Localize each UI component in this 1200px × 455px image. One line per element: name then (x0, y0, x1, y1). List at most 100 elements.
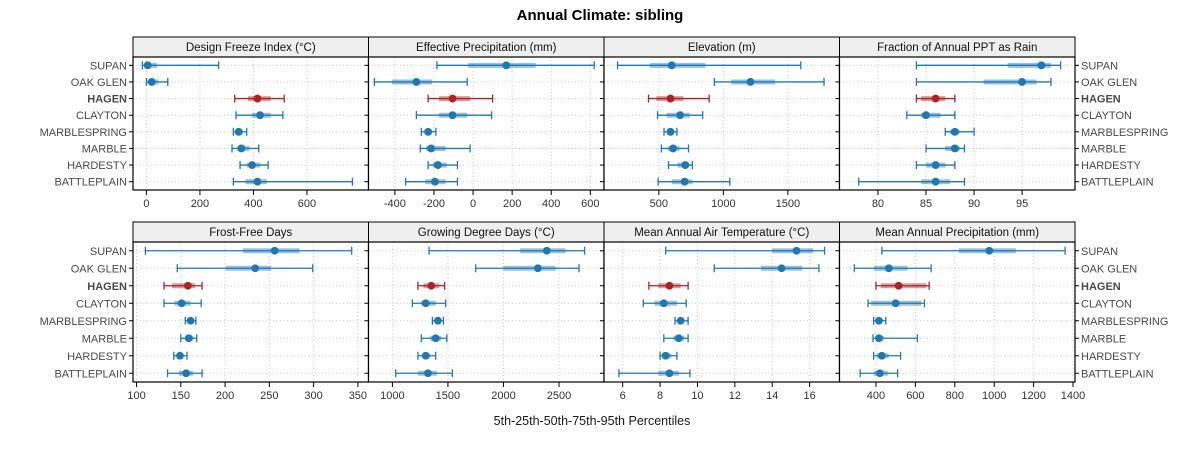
station-label-right: HAGEN (1081, 94, 1121, 106)
x-tick-label: 80 (872, 198, 884, 210)
x-tick-label: 1500 (436, 390, 460, 402)
median-dot (147, 78, 156, 86)
median-dot (186, 316, 195, 325)
station-label-right: MARBLE (1081, 143, 1126, 155)
median-dot (681, 161, 690, 169)
x-tick-label: 400 (867, 390, 885, 402)
x-tick-label: 1200 (1021, 390, 1045, 402)
median-dot (534, 264, 542, 273)
median-dot (427, 144, 435, 153)
median-dot (884, 264, 893, 273)
x-tick-label: 1000 (711, 198, 735, 210)
median-dot (431, 334, 440, 343)
x-tick-label: 1400 (1061, 390, 1085, 402)
median-dot (777, 264, 786, 273)
panel-background (368, 242, 604, 382)
station-label-left: BATTLEPLAIN (54, 368, 127, 380)
station-label-left: HAGEN (87, 94, 127, 106)
x-tick-label: 600 (298, 198, 316, 210)
median-dot (448, 111, 457, 120)
x-tick-label: 1500 (776, 198, 800, 210)
median-dot (1037, 61, 1046, 70)
x-tick-label: 250 (260, 390, 278, 402)
panel-background (604, 57, 840, 190)
median-dot (412, 78, 421, 86)
median-dot (431, 177, 439, 186)
panel-title: Fraction of Annual PPT as Rain (877, 42, 1037, 54)
median-dot (184, 334, 193, 343)
median-dot (674, 334, 683, 343)
x-tick-label: 16 (803, 390, 815, 402)
x-tick-label: 800 (946, 390, 964, 402)
median-dot (894, 281, 903, 290)
median-dot (792, 246, 801, 255)
x-tick-label: 85 (920, 198, 932, 210)
x-tick-label: -400 (384, 198, 406, 210)
median-dot (931, 161, 940, 169)
median-dot (746, 78, 755, 86)
median-dot (661, 351, 670, 360)
panel-7: Mean Annual Precipitation (mm) 400 600 800 1… (835, 221, 1085, 402)
x-tick-label: 90 (968, 198, 980, 210)
panel-border (838, 241, 1076, 383)
panel-background (839, 242, 1075, 382)
panel-border (838, 56, 1076, 191)
panel-0: Design Freeze Index (°C) 0 200 400 600 (129, 36, 370, 210)
station-label-left: MARBLESPRING (40, 316, 127, 328)
median-dot (1018, 78, 1027, 86)
station-label-left: HAGEN (87, 281, 127, 293)
station-label-right: CLAYTON (1081, 298, 1132, 310)
panel-background (133, 242, 369, 382)
median-dot (433, 161, 442, 169)
median-dot (877, 351, 886, 360)
station-label-left: HARDESTY (67, 351, 128, 363)
station-label-right: OAK GLEN (1081, 263, 1137, 275)
median-dot (985, 246, 994, 255)
median-dot (502, 61, 511, 70)
x-tick-label: 8 (657, 390, 663, 402)
median-dot (875, 316, 883, 325)
median-dot (434, 316, 442, 325)
panel-2: Elevation (m) 500 1000 1500 (600, 36, 841, 210)
station-label-right: OAK GLEN (1081, 77, 1137, 89)
panel-title: Effective Precipitation (mm) (416, 42, 557, 54)
station-label-left: MARBLE (82, 143, 127, 155)
median-dot (421, 351, 430, 360)
x-tick-label: 0 (143, 198, 149, 210)
median-dot (659, 299, 668, 308)
panel-title: Design Freeze Index (°C) (186, 42, 316, 54)
station-label-right: MARBLESPRING (1081, 127, 1168, 139)
median-dot (182, 369, 191, 378)
station-label-right: BATTLEPLAIN (1081, 368, 1154, 380)
panel-3: Fraction of Annual PPT as Rain 80 85 90 95 (835, 36, 1079, 210)
station-label-left: OAK GLEN (71, 77, 127, 89)
station-label-left: HARDESTY (67, 160, 128, 172)
median-dot (542, 246, 551, 255)
median-dot (666, 94, 675, 103)
x-tick-label: 1000 (380, 390, 404, 402)
median-dot (666, 127, 675, 136)
station-label-right: HARDESTY (1081, 351, 1142, 363)
median-dot (669, 144, 677, 153)
median-dot (676, 111, 685, 120)
x-tick-label: 350 (349, 390, 367, 402)
median-dot (875, 334, 883, 343)
panel-background (839, 57, 1075, 190)
median-dot (448, 94, 457, 103)
median-dot (950, 127, 959, 136)
x-tick-label: 1000 (982, 390, 1006, 402)
median-dot (143, 61, 152, 70)
panel-title: Frost-Free Days (209, 227, 292, 239)
median-dot (875, 369, 884, 378)
median-dot (253, 94, 262, 103)
panel-6: Mean Annual Air Temperature (°C) 6 8 10 12 14… (600, 221, 841, 402)
x-tick-label: 200 (191, 198, 209, 210)
median-dot (427, 281, 436, 290)
x-tick-label: -200 (423, 198, 445, 210)
median-dot (183, 281, 192, 290)
median-dot (234, 127, 243, 136)
median-dot (665, 369, 674, 378)
x-tick-label: 200 (216, 390, 234, 402)
median-dot (424, 127, 433, 136)
